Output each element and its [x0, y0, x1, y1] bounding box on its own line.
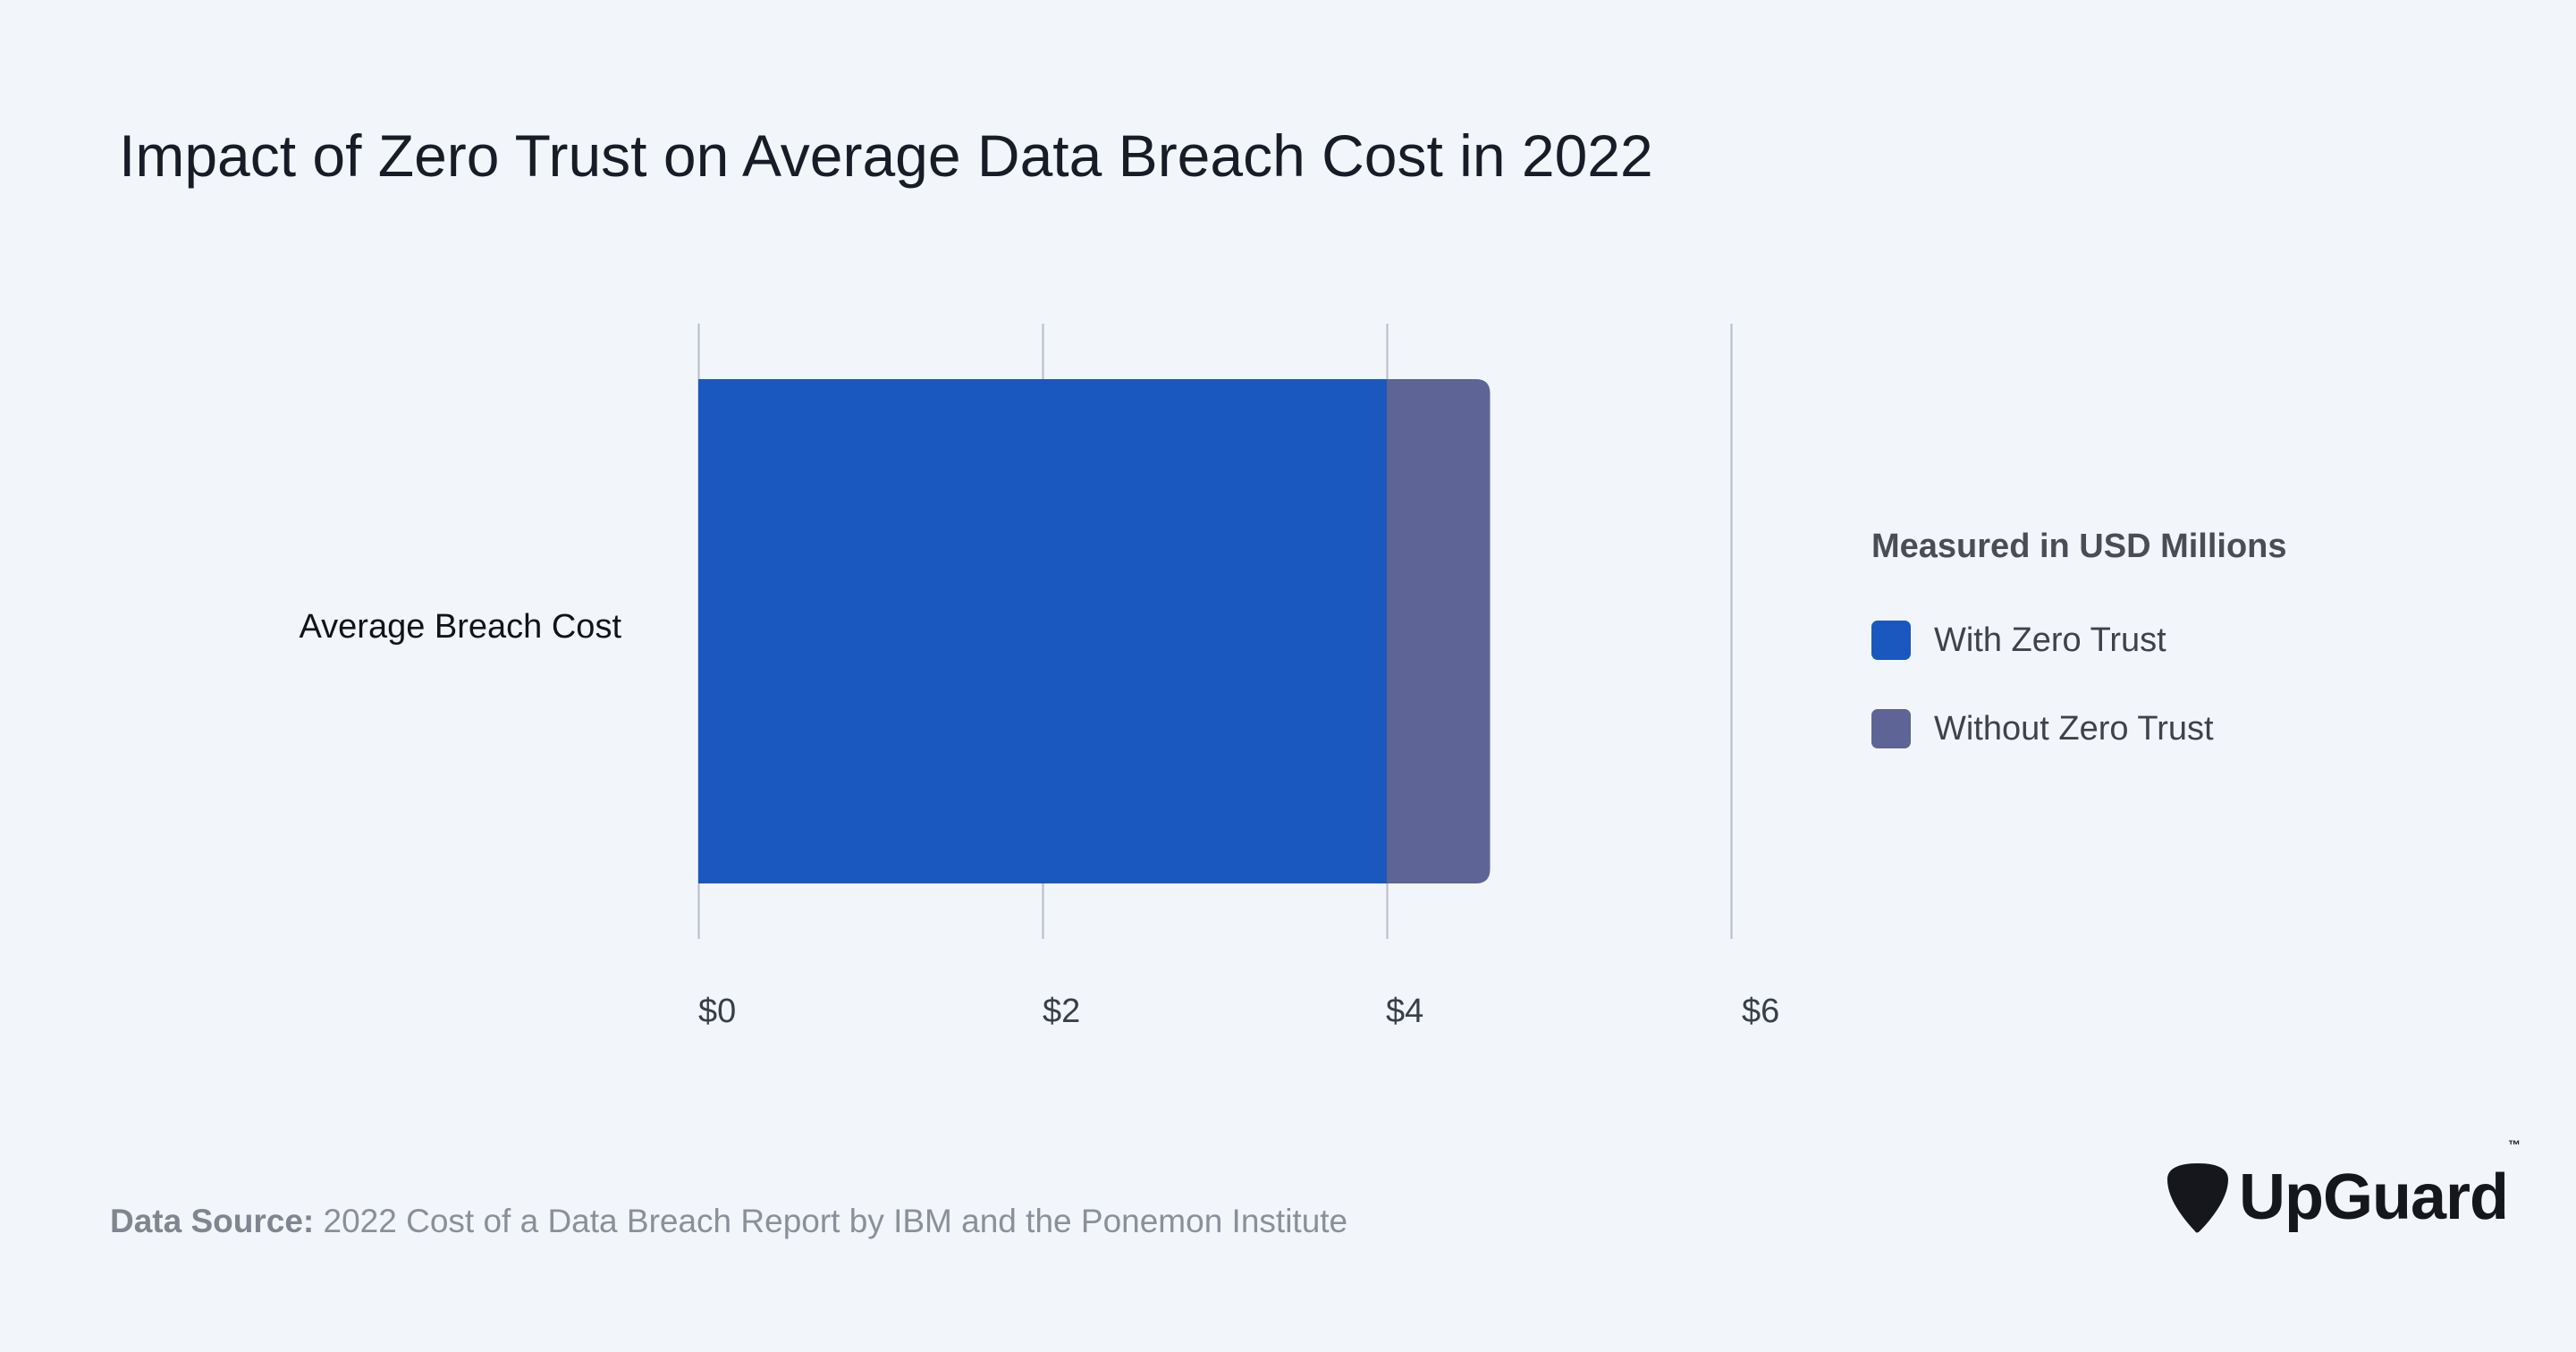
x-tick-label-2: $4: [1386, 993, 1424, 1030]
legend-swatch-with-zero-trust: [1871, 621, 1911, 660]
upguard-logo: UpGuard ™: [2166, 1137, 2521, 1234]
data-source-label: Data Source:: [110, 1203, 315, 1239]
logo-wordmark: UpGuard ™: [2239, 1137, 2521, 1234]
guitar-pick-icon: [2167, 1163, 2228, 1233]
data-source-text: 2022 Cost of a Data Breach Report by IBM…: [323, 1203, 1348, 1239]
legend-title: Measured in USD Millions: [1871, 528, 2287, 565]
legend-label-without-zero-trust: Without Zero Trust: [1934, 709, 2214, 748]
legend-swatch-without-zero-trust: [1871, 709, 1911, 748]
x-tick-label-0: $0: [698, 993, 737, 1030]
x-tick-label-1: $2: [1043, 993, 1081, 1030]
legend-item-without-zero-trust: Without Zero Trust: [1871, 708, 2287, 749]
data-source-note: Data Source: 2022 Cost of a Data Breach …: [110, 1203, 1347, 1240]
category-label: Average Breach Cost: [299, 608, 622, 646]
chart-title: Impact of Zero Trust on Average Data Bre…: [119, 123, 1653, 189]
legend-label-with-zero-trust: With Zero Trust: [1934, 621, 2166, 659]
logo-text: UpGuard: [2239, 1162, 2509, 1233]
legend: Measured in USD Millions With Zero Trust…: [1871, 528, 2287, 797]
x-tick-label-3: $6: [1742, 993, 1780, 1030]
legend-item-with-zero-trust: With Zero Trust: [1871, 620, 2287, 661]
logo-trademark: ™: [2508, 1137, 2521, 1152]
bar-with-zero-trust: [698, 379, 1387, 883]
